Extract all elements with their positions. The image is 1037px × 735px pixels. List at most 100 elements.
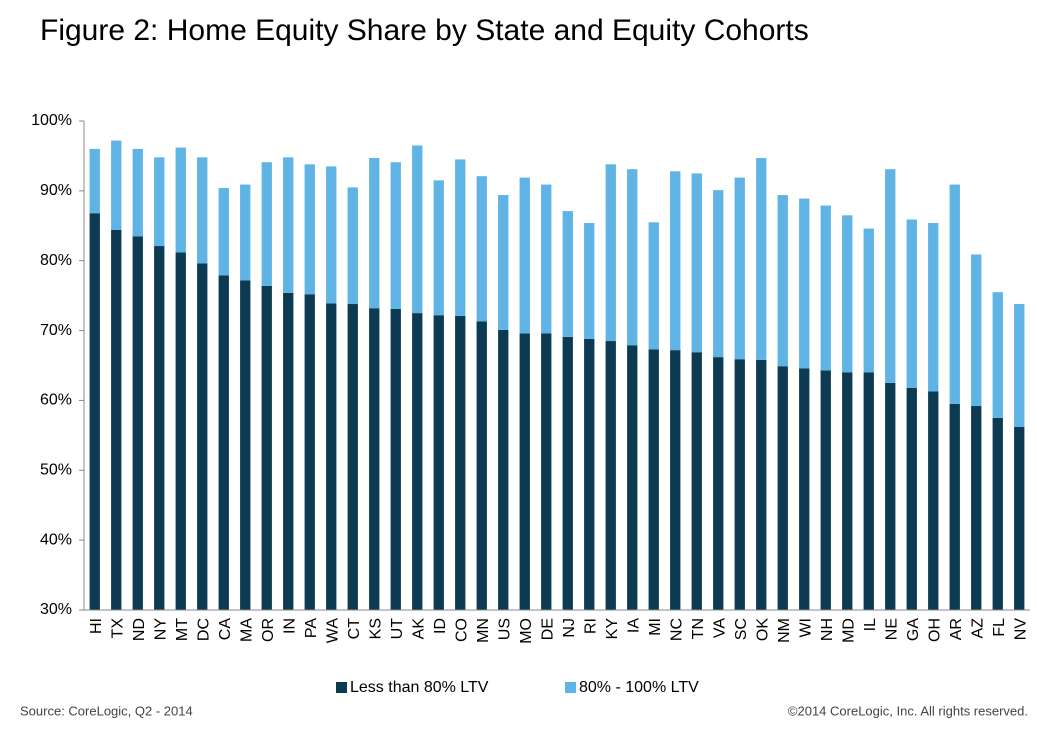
y-tick-label: 40%: [40, 531, 72, 548]
legend-swatch: [565, 682, 576, 693]
bar-segment: [412, 145, 423, 314]
copyright-note: ©2014 CoreLogic, Inc. All rights reserve…: [788, 703, 1028, 718]
x-tick-label: NH: [819, 618, 836, 641]
x-tick-label: ND: [131, 618, 148, 641]
bar-segment: [605, 341, 616, 610]
x-tick-label: CO: [453, 618, 470, 642]
x-tick-label: MI: [647, 618, 664, 636]
bar-segment: [261, 285, 272, 610]
bar-segment: [519, 333, 530, 610]
x-tick-label: KY: [604, 618, 621, 640]
bar-segment: [347, 304, 358, 610]
bar-segment: [1014, 304, 1025, 427]
y-tick-label: 80%: [40, 252, 72, 269]
bar-segment: [949, 184, 960, 404]
bar-segment: [863, 228, 874, 373]
x-tick-label: GA: [905, 618, 922, 641]
x-tick-label: FL: [991, 618, 1008, 637]
bar-segment: [605, 164, 616, 342]
y-tick-label: 90%: [40, 182, 72, 199]
bar-segment: [992, 417, 1003, 610]
bar-segment: [326, 166, 337, 304]
x-tick-label: MT: [174, 618, 191, 641]
x-tick-label: HI: [88, 618, 105, 634]
bar-segment: [132, 148, 143, 237]
bar-segment: [154, 246, 165, 610]
bar-segment: [691, 352, 702, 610]
bar-segment: [498, 195, 509, 330]
bar-segment: [240, 280, 251, 610]
bar-segment: [89, 213, 100, 610]
bar-segment: [541, 333, 552, 610]
x-tick-label: US: [496, 618, 513, 640]
y-tick-label: 70%: [40, 322, 72, 339]
x-tick-label: SC: [733, 618, 750, 640]
x-tick-label: DE: [539, 618, 556, 640]
x-tick-label: NE: [883, 618, 900, 640]
bar-segment: [713, 357, 724, 610]
bar-segment: [949, 403, 960, 610]
bar-segment: [369, 158, 380, 309]
y-tick-label: 50%: [40, 462, 72, 479]
bar-segment: [218, 275, 229, 610]
bar-segment: [627, 345, 638, 610]
bar-segment: [476, 176, 487, 322]
x-tick-label: MD: [840, 618, 857, 643]
source-note: Source: CoreLogic, Q2 - 2014: [20, 703, 193, 718]
x-tick-label: ID: [432, 618, 449, 634]
x-tick-label: VA: [711, 618, 728, 638]
bar-segment: [390, 162, 401, 309]
bar-segment: [670, 350, 681, 610]
x-tick-label: NM: [776, 618, 793, 643]
bar-segment: [519, 177, 530, 334]
bar-segment: [433, 180, 444, 316]
bar-segment: [734, 177, 745, 360]
y-tick-label: 60%: [40, 392, 72, 409]
bar-segment: [89, 148, 100, 214]
x-tick-label: NV: [1012, 618, 1029, 641]
bar-segment: [971, 406, 982, 610]
bar-segment: [218, 188, 229, 276]
bar-segment: [326, 303, 337, 610]
bar-segment: [648, 222, 659, 350]
y-tick-label: 100%: [31, 112, 72, 129]
x-tick-label: IN: [281, 618, 298, 634]
bar-segment: [906, 387, 917, 610]
bar-segment: [842, 372, 853, 610]
bar-segment: [648, 349, 659, 610]
legend-label: Less than 80% LTV: [350, 679, 489, 696]
x-tick-label: OH: [926, 618, 943, 642]
x-tick-label: AR: [948, 618, 965, 640]
x-tick-label: KS: [367, 618, 384, 639]
x-tick-label: OK: [754, 618, 771, 641]
bar-segment: [820, 370, 831, 610]
bar-segment: [541, 184, 552, 334]
x-tick-label: AZ: [969, 618, 986, 639]
bar-segment: [906, 219, 917, 388]
bar-segment: [992, 292, 1003, 418]
bar-segment: [627, 169, 638, 346]
bar-segment: [412, 313, 423, 610]
bar-segment: [756, 158, 767, 360]
bar-segment: [799, 368, 810, 610]
x-tick-label: CT: [346, 618, 363, 640]
x-tick-label: NC: [668, 618, 685, 641]
bar-segment: [347, 187, 358, 305]
x-tick-label: RI: [582, 618, 599, 634]
bar-segment: [691, 173, 702, 353]
bar-segment: [261, 162, 272, 286]
bar-segment: [777, 195, 788, 367]
legend-swatch: [336, 682, 347, 693]
bar-segment: [756, 359, 767, 610]
x-tick-label: CA: [217, 618, 234, 641]
x-tick-label: NJ: [561, 618, 578, 638]
x-tick-label: AK: [410, 618, 427, 640]
bar-segment: [433, 315, 444, 610]
bar-segment: [283, 157, 294, 293]
bar-segment: [842, 215, 853, 373]
bar-segment: [777, 366, 788, 610]
bar-segment: [304, 164, 315, 295]
bar-segment: [562, 336, 573, 610]
legend-label: 80% - 100% LTV: [579, 679, 699, 696]
